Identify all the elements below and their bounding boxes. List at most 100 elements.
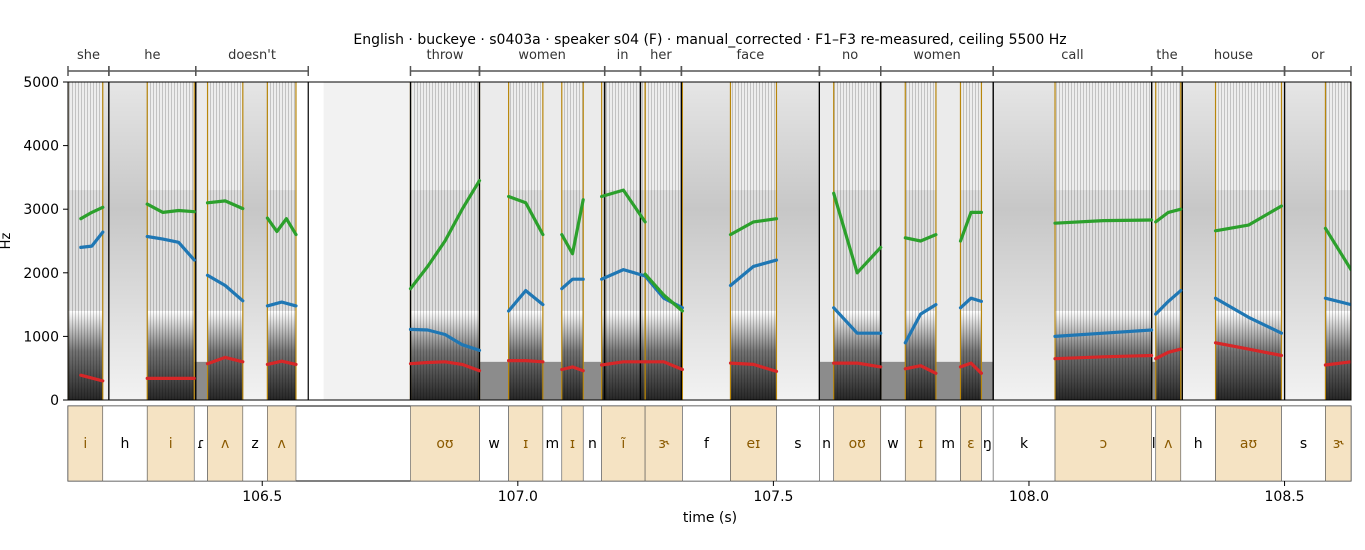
frication-noise (242, 82, 268, 400)
glottal-striations (730, 82, 777, 400)
phone-label: ʌ (221, 436, 229, 452)
frication-noise (993, 82, 1056, 400)
formant-f3-track (145, 202, 196, 214)
phone-label: l (1152, 436, 1156, 452)
voicing-bar (479, 361, 509, 400)
x-axis: time (s) 106.5 107.0 107.5 108.0 108.5 (242, 481, 1305, 526)
word-label: no (842, 48, 858, 63)
formant-f1-track (600, 360, 647, 367)
phone-consonant-box (1281, 405, 1326, 482)
phone-tier: i h i ɾ ʌ z ʌ oʊ w ɪ m ɪ n ĩ ɝ f eɪ s n oʊ w ɪ m ɛ ŋ k ɔ l ʌ h aʊ s ɝ (67, 405, 1352, 482)
formant-f2-track (600, 268, 647, 281)
phone-consonant-box (776, 405, 820, 482)
phone-consonant-box (242, 405, 268, 482)
phone-vowel-box (601, 405, 646, 482)
formant-f3-track (1323, 226, 1351, 272)
formant-f3-track (1154, 207, 1183, 224)
phone-label: ɪ (570, 436, 575, 452)
word-label: women (913, 48, 961, 63)
weak-energy (981, 82, 994, 362)
word-label: she (77, 48, 100, 63)
glottal-striations (508, 82, 543, 400)
formant-f1-track (1213, 341, 1284, 358)
voicing-bar (935, 361, 961, 400)
phone-label: m (941, 436, 955, 452)
phone-label: i (83, 436, 87, 452)
phone-label: eɪ (747, 436, 761, 452)
glottal-striations (833, 82, 881, 400)
weak-energy (479, 82, 509, 362)
glottal-striations (645, 82, 683, 400)
x-tick-label: 108.0 (1009, 489, 1049, 505)
formant-f1-track (832, 361, 883, 369)
phone-label: i (169, 436, 173, 452)
weak-energy (935, 82, 961, 362)
word-label: the (1156, 48, 1177, 63)
phone-consonant-box (880, 405, 906, 482)
x-tick-label: 108.5 (1265, 489, 1305, 505)
y-axis: Hz 0 1000 2000 3000 4000 5000 (0, 75, 68, 409)
weak-energy (880, 82, 906, 362)
spectrogram-energy (68, 82, 1351, 400)
y-tick-label: 2000 (23, 266, 59, 282)
formant-f1-track (205, 355, 245, 366)
x-tick-label: 106.5 (242, 489, 282, 505)
formant-f2-track (1154, 289, 1183, 316)
word-label: house (1214, 48, 1253, 63)
phone-label: ɝ (1333, 436, 1344, 452)
word-label: doesn't (228, 48, 276, 63)
formant-f1-track (408, 360, 482, 373)
word-tier: she he doesn't throw women in her face no women ca… (67, 48, 1352, 76)
formant-f3-track (560, 198, 585, 256)
formant-f2-track (958, 296, 983, 310)
glottal-striations (1055, 82, 1152, 400)
phone-label: m (545, 436, 559, 452)
word-label: or (1311, 48, 1325, 63)
phone-label: n (588, 436, 597, 452)
y-tick-label: 3000 (23, 202, 59, 218)
formant-f3-track (1053, 218, 1154, 225)
phone-label: s (794, 436, 801, 452)
voicing-bar (583, 361, 602, 400)
formant-f2-track (79, 230, 105, 249)
formant-f3-track (1213, 204, 1284, 233)
formant-f1-track (958, 361, 983, 375)
formant-f1-track (1323, 360, 1351, 367)
frication-noise (102, 82, 148, 400)
phone-consonant-box (992, 405, 1056, 482)
phone-label: oʊ (849, 436, 866, 452)
phone-label: aʊ (1240, 436, 1257, 452)
formant-f3-track (600, 188, 647, 224)
formant-f1-track (265, 359, 298, 366)
weak-energy (1151, 82, 1156, 362)
formant-f3-track (728, 217, 779, 237)
glottal-striations (207, 82, 243, 400)
phone-consonant-box (1180, 405, 1216, 482)
phone-label: h (1194, 436, 1203, 452)
formant-f2-track (903, 303, 938, 345)
glottal-striations (1325, 82, 1351, 400)
formant-f2-track (205, 273, 245, 303)
word-label: face (737, 48, 765, 63)
phone-label: z (251, 436, 258, 452)
glottal-striations (601, 82, 646, 400)
phone-vowel-box (508, 405, 544, 482)
glottal-striations (561, 82, 584, 400)
segment-boundaries (68, 82, 1351, 400)
phone-vowel-box (644, 405, 683, 482)
weak-energy (819, 82, 834, 362)
phone-vowel-box (1215, 405, 1282, 482)
chart-title: English · buckeye · s0403a · speaker s04… (353, 32, 1066, 48)
glottal-striations (267, 82, 296, 400)
voicing-bar (542, 361, 562, 400)
formant-f3-track (408, 179, 482, 291)
phone-label: oʊ (436, 436, 453, 452)
formant-f2-track (408, 327, 482, 352)
formant-f2-track (1323, 296, 1351, 307)
phone-consonant-box (479, 405, 509, 482)
word-label: call (1061, 48, 1083, 63)
frication-noise (776, 82, 820, 400)
formant-f1-track (643, 360, 684, 372)
